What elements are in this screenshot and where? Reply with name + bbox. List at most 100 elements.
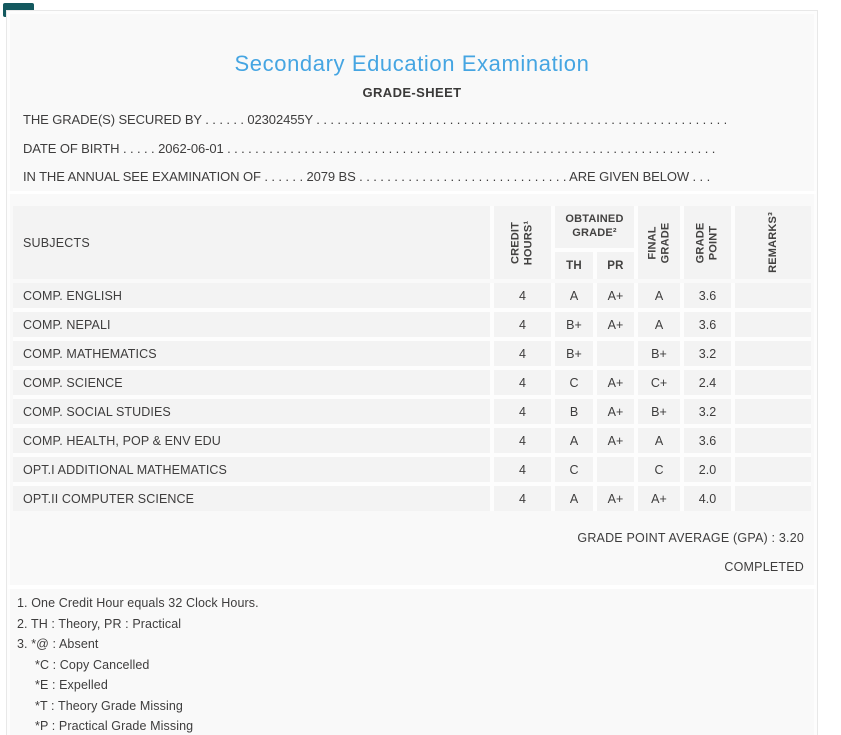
theory-grade-cell: C xyxy=(555,457,593,482)
remarks-cell xyxy=(735,341,811,366)
remarks-cell xyxy=(735,486,811,511)
credit-hours-header-label: CREDIT HOURS¹ xyxy=(509,220,535,265)
footnote-item: *T : Theory Grade Missing xyxy=(35,698,183,713)
subjects-header: SUBJECTS xyxy=(13,206,490,279)
grade-point-cell: 2.4 xyxy=(684,370,731,395)
remarks-cell xyxy=(735,457,811,482)
table-row: OPT.I ADDITIONAL MATHEMATICS 4 C C 2.0 xyxy=(13,457,811,482)
remarks-header: REMARKS³ xyxy=(735,206,811,279)
theory-grade-cell: B+ xyxy=(555,312,593,337)
table-row: COMP. SCIENCE 4 C A+ C+ 2.4 xyxy=(13,370,811,395)
credit-hours-cell: 4 xyxy=(494,486,551,511)
subject-cell: COMP. HEALTH, POP & ENV EDU xyxy=(13,428,490,453)
subject-cell: COMP. ENGLISH xyxy=(13,283,490,308)
credit-hours-cell: 4 xyxy=(494,457,551,482)
examination-line: IN THE ANNUAL SEE EXAMINATION OF . . . .… xyxy=(23,169,711,185)
secured-by-line: THE GRADE(S) SECURED BY . . . . . . 0230… xyxy=(23,112,726,127)
credit-hours-header: CREDIT HOURS¹ xyxy=(494,206,551,279)
footnote-item: 1. One Credit Hour equals 32 Clock Hours… xyxy=(17,596,259,610)
final-grade-header: FINAL GRADE xyxy=(638,206,680,279)
credit-hours-cell: 4 xyxy=(494,283,551,308)
final-grade-cell: A+ xyxy=(638,486,680,511)
practical-grade-cell: A+ xyxy=(597,486,634,511)
table-body: COMP. ENGLISH 4 A A+ A 3.6 COMP. NEPALI … xyxy=(13,283,811,511)
practical-grade-cell: A+ xyxy=(597,399,634,424)
practical-grade-cell: A+ xyxy=(597,428,634,453)
grade-point-cell: 4.0 xyxy=(684,486,731,511)
remarks-cell xyxy=(735,370,811,395)
date-of-birth-line: DATE OF BIRTH . . . . . 2062-06-01 . . .… xyxy=(23,140,716,156)
theory-grade-cell: A xyxy=(555,486,593,511)
table-row: COMP. HEALTH, POP & ENV EDU 4 A A+ A 3.6 xyxy=(13,428,811,453)
practical-grade-cell: A+ xyxy=(597,370,634,395)
footnote-item: 3. *@ : Absent xyxy=(17,637,99,651)
final-grade-cell: A xyxy=(638,428,680,453)
grade-sheet-card: Secondary Education Examination GRADE-SH… xyxy=(6,10,818,735)
subject-cell: COMP. SOCIAL STUDIES xyxy=(13,399,490,424)
credit-hours-cell: 4 xyxy=(494,341,551,366)
remarks-cell xyxy=(735,312,811,337)
credit-hours-cell: 4 xyxy=(494,428,551,453)
table-row: COMP. ENGLISH 4 A A+ A 3.6 xyxy=(13,283,811,308)
final-grade-cell: C+ xyxy=(638,370,680,395)
table-row: COMP. SOCIAL STUDIES 4 B A+ B+ 3.2 xyxy=(13,399,811,424)
obtained-grade-subheaders: TH PR xyxy=(555,252,634,279)
grade-point-cell: 2.0 xyxy=(684,457,731,482)
table-row: COMP. NEPALI 4 B+ A+ A 3.6 xyxy=(13,312,811,337)
theory-grade-cell: B xyxy=(555,399,593,424)
subject-cell: OPT.I ADDITIONAL MATHEMATICS xyxy=(13,457,490,482)
grade-point-cell: 3.6 xyxy=(684,283,731,308)
final-grade-cell: B+ xyxy=(638,341,680,366)
subject-cell: COMP. NEPALI xyxy=(13,312,490,337)
credit-hours-cell: 4 xyxy=(494,370,551,395)
table-header: SUBJECTS CREDIT HOURS¹ OBTAINED GRADE² T… xyxy=(13,206,811,279)
final-grade-cell: A xyxy=(638,312,680,337)
practical-grade-cell: A+ xyxy=(597,312,634,337)
obtained-grade-header: OBTAINED GRADE² xyxy=(555,206,634,248)
gpa-line: GRADE POINT AVERAGE (GPA) : 3.20 xyxy=(577,531,804,545)
remarks-header-label: REMARKS³ xyxy=(766,212,779,273)
remarks-cell xyxy=(735,399,811,424)
final-grade-cell: C xyxy=(638,457,680,482)
grade-point-cell: 3.2 xyxy=(684,399,731,424)
credit-hours-cell: 4 xyxy=(494,399,551,424)
credit-hours-cell: 4 xyxy=(494,312,551,337)
remarks-cell xyxy=(735,428,811,453)
final-grade-header-label: FINAL GRADE xyxy=(646,222,671,263)
summary: GRADE POINT AVERAGE (GPA) : 3.20 COMPLET… xyxy=(13,524,804,582)
final-grade-cell: A xyxy=(638,283,680,308)
section-divider-top xyxy=(8,191,816,194)
theory-grade-cell: A xyxy=(555,428,593,453)
theory-grade-cell: A xyxy=(555,283,593,308)
footnote-item: 2. TH : Theory, PR : Practical xyxy=(17,616,182,631)
footnotes: 1. One Credit Hour equals 32 Clock Hours… xyxy=(17,593,259,735)
page-title: Secondary Education Examination xyxy=(234,51,590,76)
theory-grade-cell: B+ xyxy=(555,341,593,366)
footnote-item: *C : Copy Cancelled xyxy=(35,657,150,672)
final-grade-cell: B+ xyxy=(638,399,680,424)
footnote-item: *E : Expelled xyxy=(35,678,108,692)
section-divider-bottom xyxy=(8,585,816,589)
student-info: THE GRADE(S) SECURED BY . . . . . . 0230… xyxy=(23,106,726,192)
practical-header: PR xyxy=(597,252,634,279)
subject-cell: OPT.II COMPUTER SCIENCE xyxy=(13,486,490,511)
grade-point-cell: 3.6 xyxy=(684,428,731,453)
table-row: OPT.II COMPUTER SCIENCE 4 A A+ A+ 4.0 xyxy=(13,486,811,511)
grade-sheet-heading: GRADE-SHEET xyxy=(362,85,462,100)
remarks-cell xyxy=(735,283,811,308)
theory-header: TH xyxy=(555,252,593,279)
grade-point-cell: 3.6 xyxy=(684,312,731,337)
footnote-item: *P : Practical Grade Missing xyxy=(35,719,194,733)
theory-grade-cell: C xyxy=(555,370,593,395)
obtained-grade-header-group: OBTAINED GRADE² TH PR xyxy=(555,206,634,279)
practical-grade-cell xyxy=(597,341,634,366)
grade-point-header-label: GRADE POINT xyxy=(694,222,720,263)
subject-cell: COMP. SCIENCE xyxy=(13,370,490,395)
subject-cell: COMP. MATHEMATICS xyxy=(13,341,490,366)
practical-grade-cell: A+ xyxy=(597,283,634,308)
table-row: COMP. MATHEMATICS 4 B+ B+ 3.2 xyxy=(13,341,811,366)
status-completed: COMPLETED xyxy=(724,560,804,574)
grade-point-header: GRADE POINT xyxy=(684,206,731,279)
grade-point-cell: 3.2 xyxy=(684,341,731,366)
